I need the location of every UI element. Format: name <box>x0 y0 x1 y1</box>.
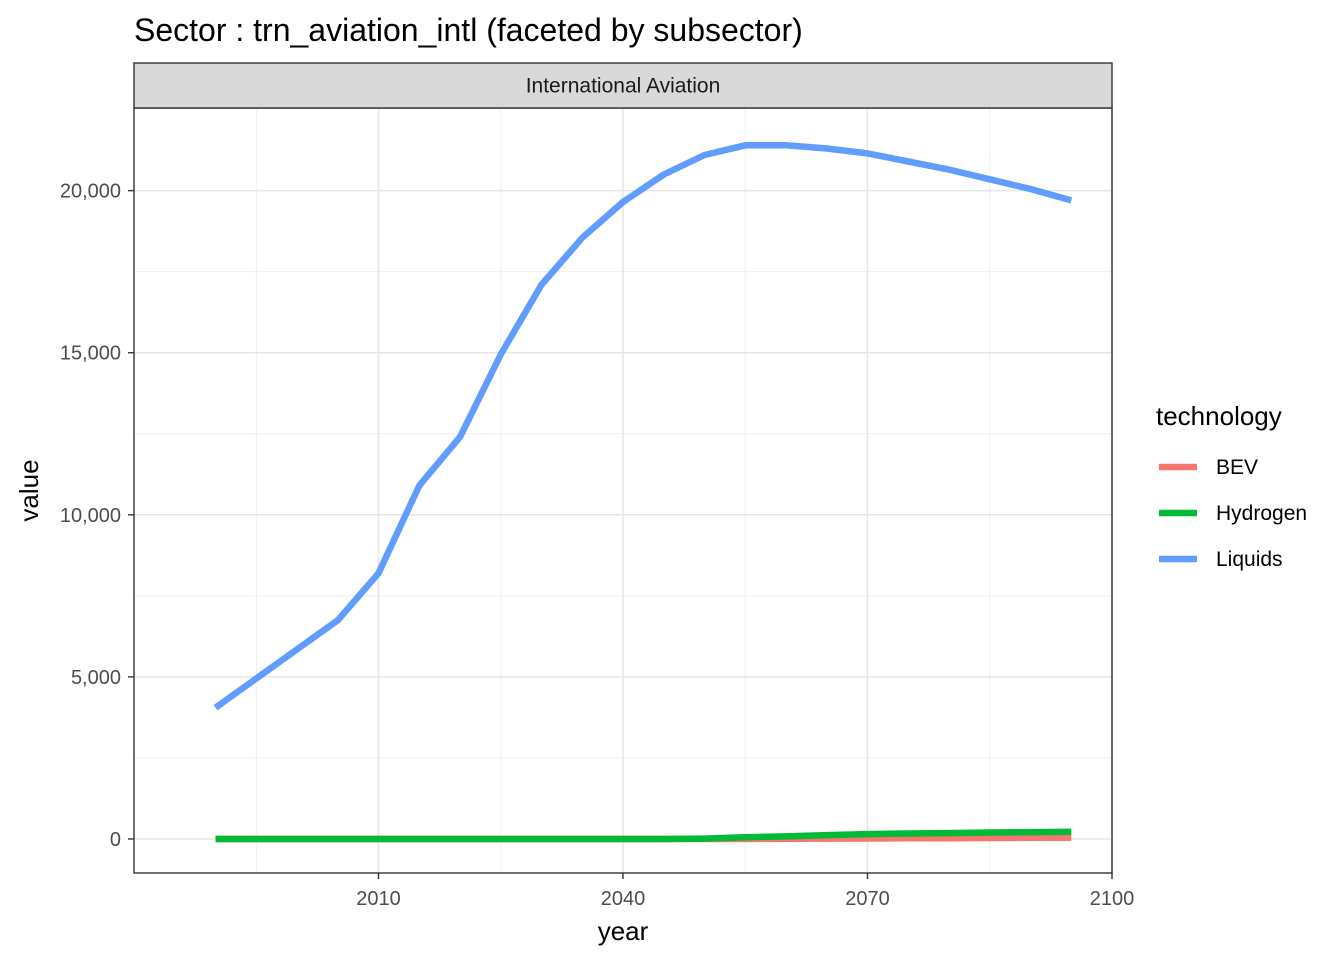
y-tick-label: 0 <box>110 829 121 851</box>
y-tick-label: 20,000 <box>60 181 121 203</box>
y-axis-title: value <box>14 459 44 521</box>
legend-label-liquids: Liquids <box>1216 548 1283 571</box>
legend-label-hydrogen: Hydrogen <box>1216 502 1307 525</box>
x-axis: 2010 2040 2070 2100 <box>356 873 1134 910</box>
facet-label: International Aviation <box>526 75 721 98</box>
legend-items: BEV Hydrogen Liquids <box>1159 456 1307 571</box>
legend: technology BEV Hydrogen Liquids <box>1156 401 1307 571</box>
facet-strip-background <box>133 62 1113 109</box>
y-tick-label: 5,000 <box>71 667 121 689</box>
x-tick-label: 2070 <box>845 888 890 910</box>
major-gridlines <box>134 108 1113 873</box>
y-tick-label: 10,000 <box>60 505 121 527</box>
x-tick-label: 2010 <box>356 888 401 910</box>
y-tick-label: 15,000 <box>60 343 121 365</box>
series-line-hydrogen <box>215 828 1072 843</box>
series-lines <box>213 142 1073 843</box>
y-axis: 0 5,000 10,000 15,000 20,000 <box>60 181 134 851</box>
series-line-liquids <box>213 142 1073 711</box>
legend-item-liquids: Liquids <box>1159 548 1283 571</box>
legend-item-bev: BEV <box>1159 456 1258 479</box>
facet-strip: International Aviation <box>133 62 1113 109</box>
x-axis-title: year <box>598 916 649 946</box>
x-tick-label: 2040 <box>601 888 646 910</box>
legend-title: technology <box>1156 401 1282 431</box>
plot-panel <box>133 107 1113 874</box>
legend-item-hydrogen: Hydrogen <box>1159 502 1307 525</box>
x-tick-label: 2100 <box>1090 888 1135 910</box>
legend-label-bev: BEV <box>1216 456 1258 479</box>
chart-title: Sector : trn_aviation_intl (faceted by s… <box>134 12 803 48</box>
